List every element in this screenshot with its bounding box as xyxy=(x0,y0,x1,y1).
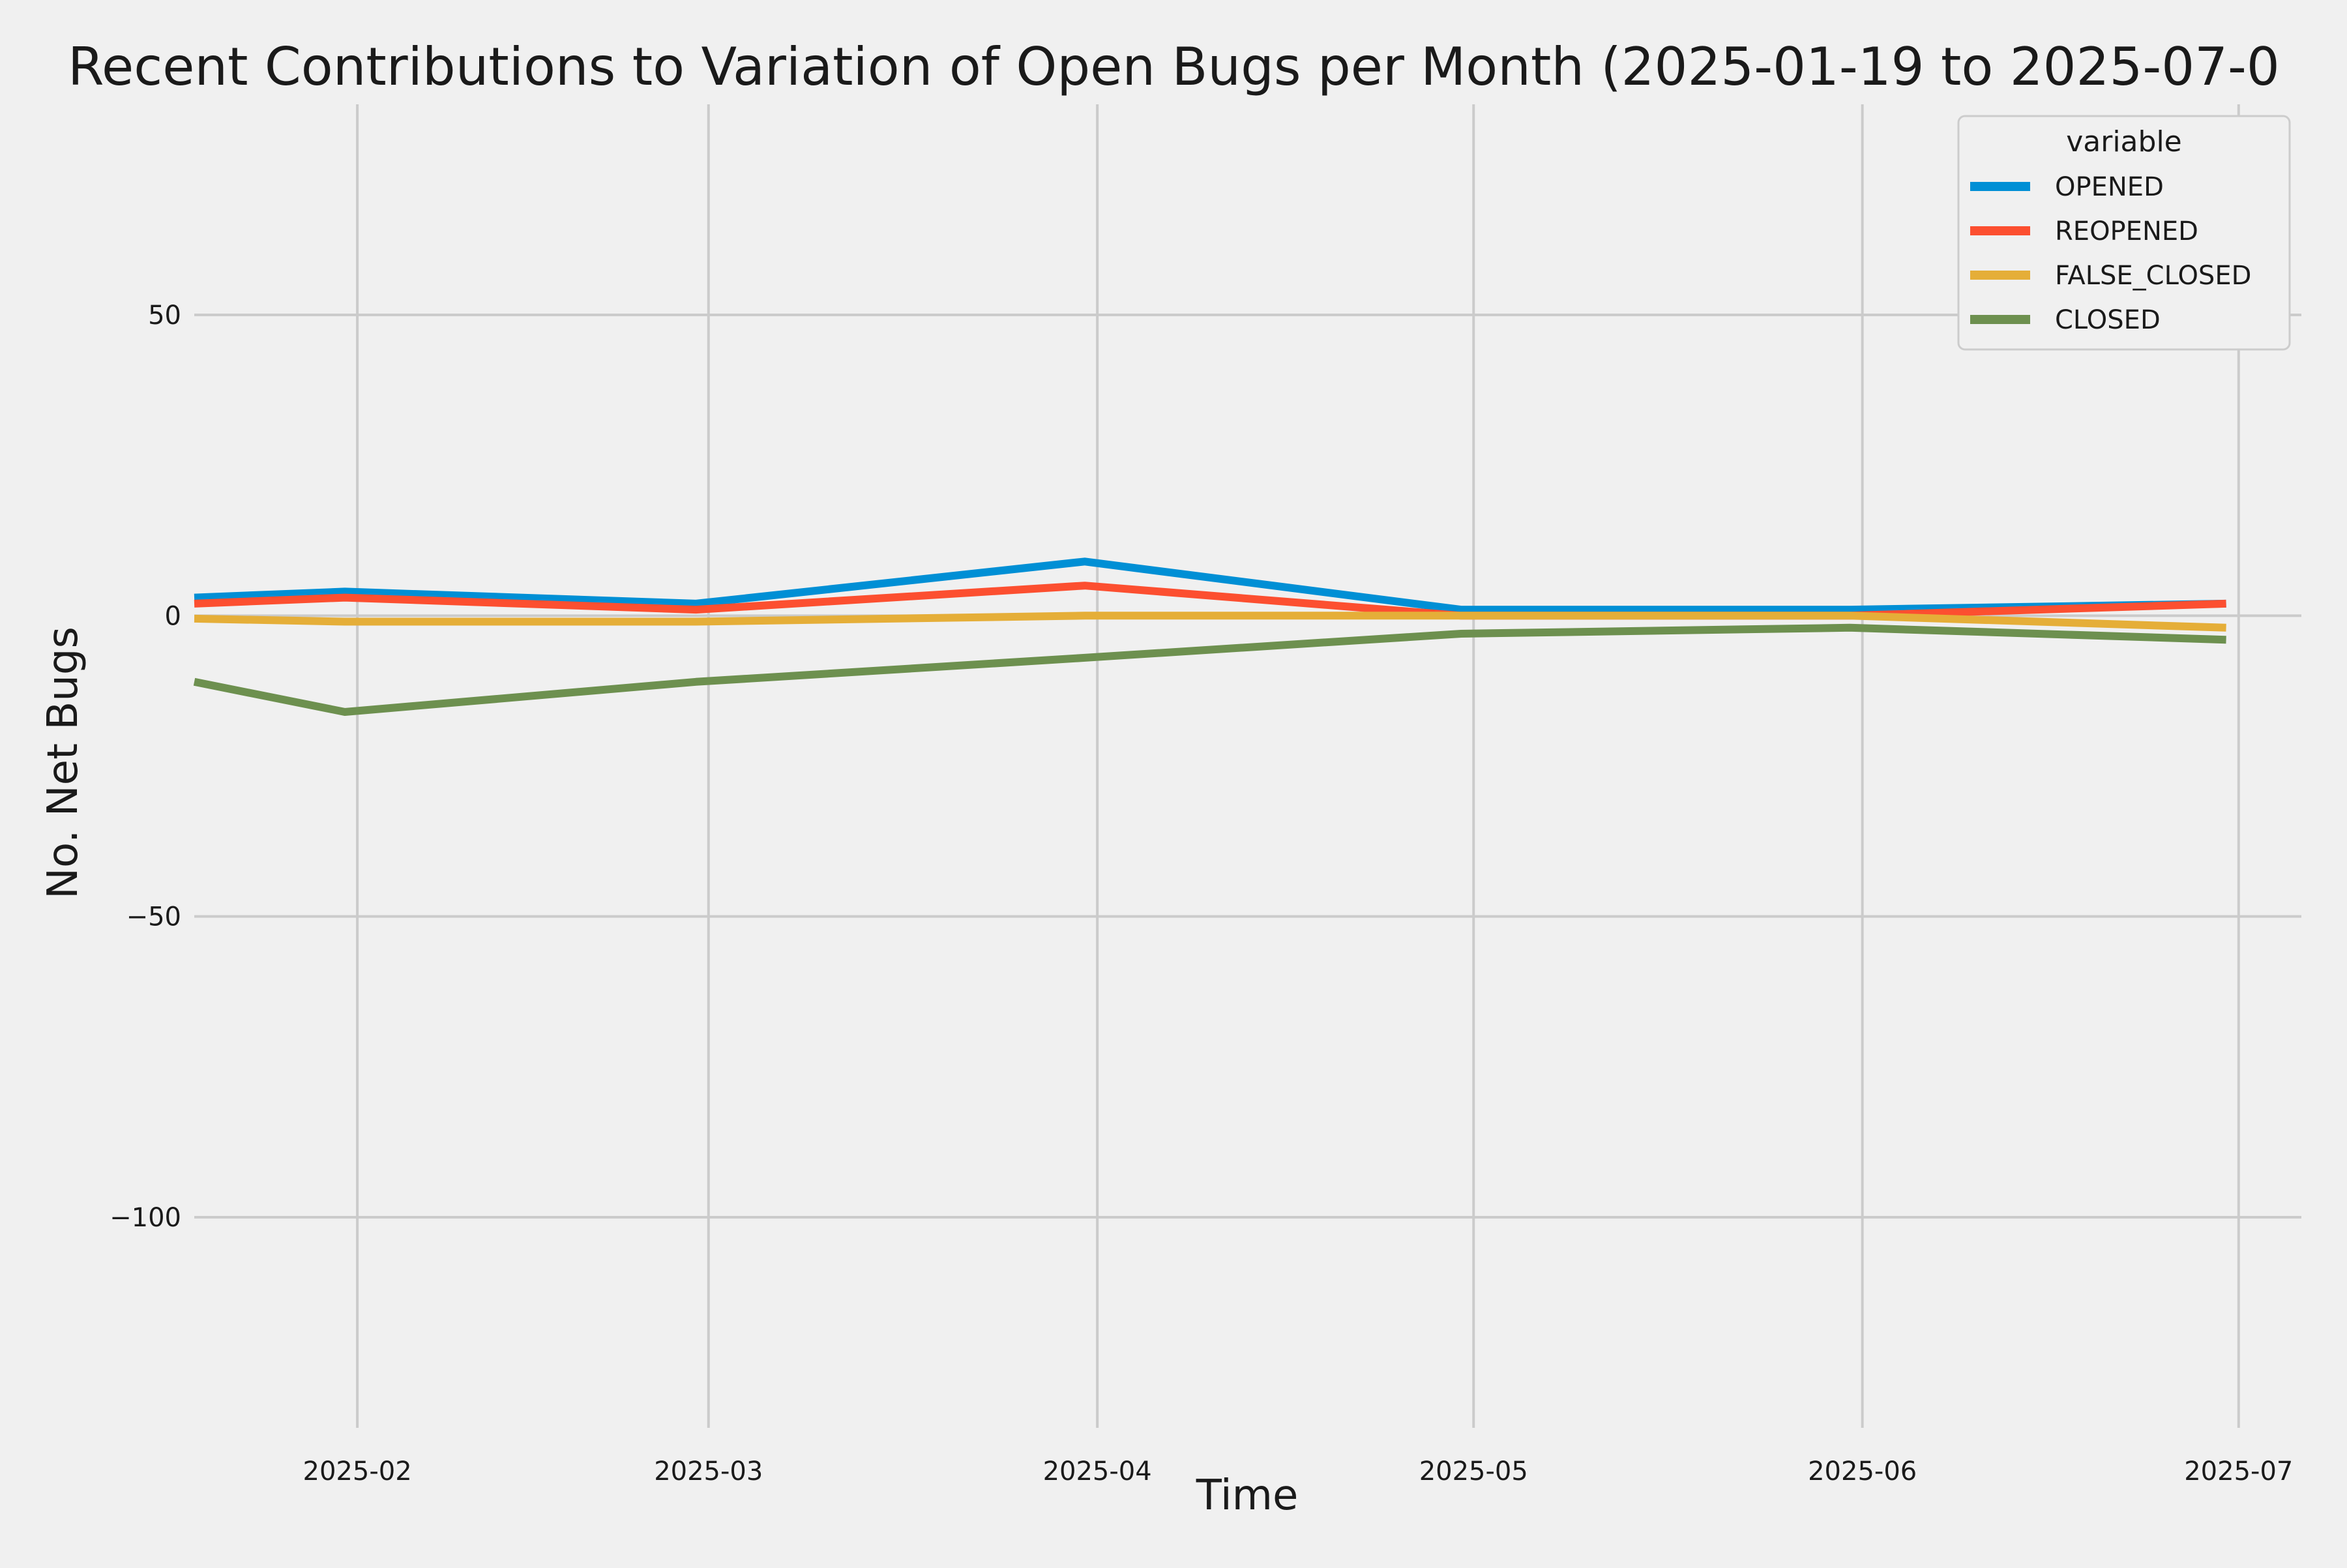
x-tick-label: 2025-04 xyxy=(1043,1457,1152,1487)
x-gridlines xyxy=(356,104,2240,1428)
series-lines xyxy=(193,557,2226,716)
series-line-opened xyxy=(194,557,2226,614)
x-tick-label: 2025-07 xyxy=(2184,1457,2293,1487)
legend-title: variable xyxy=(2066,125,2182,158)
chart-title: Recent Contributions to Variation of Ope… xyxy=(68,37,2280,97)
y-tick-label: −50 xyxy=(126,902,181,932)
x-tick-label: 2025-05 xyxy=(1419,1457,1528,1487)
legend-box xyxy=(1957,115,2291,351)
x-tick-label: 2025-06 xyxy=(1808,1457,1917,1487)
legend-label: CLOSED xyxy=(2055,305,2161,335)
series-line-false-closed xyxy=(194,612,2226,632)
x-tick-label: 2025-02 xyxy=(303,1457,412,1487)
x-axis-label: Time xyxy=(1196,1472,1299,1520)
y-tick-labels: 50 0 −50 −100 xyxy=(110,301,181,1233)
y-tick-label: −100 xyxy=(110,1203,181,1233)
legend-label: FALSE_CLOSED xyxy=(2055,261,2251,291)
y-gridlines xyxy=(194,313,2301,1219)
legend-items: OPENED REOPENED FALSE_CLOSED CLOSED xyxy=(1970,172,2251,335)
y-tick-label: 50 xyxy=(148,301,181,331)
legend-label: OPENED xyxy=(2055,172,2164,202)
y-axis-label: No. Net Bugs xyxy=(39,627,87,899)
legend: variable OPENED REOPENED FALSE_CLOSED CLOSE… xyxy=(1957,115,2291,351)
x-tick-labels: 2025-02 2025-03 2025-04 2025-05 2025-06 2025-… xyxy=(303,1457,2294,1487)
x-tick-label: 2025-03 xyxy=(654,1457,763,1487)
y-tick-label: 0 xyxy=(165,601,181,631)
legend-label: REOPENED xyxy=(2055,216,2198,246)
series-line-closed xyxy=(193,623,2226,716)
